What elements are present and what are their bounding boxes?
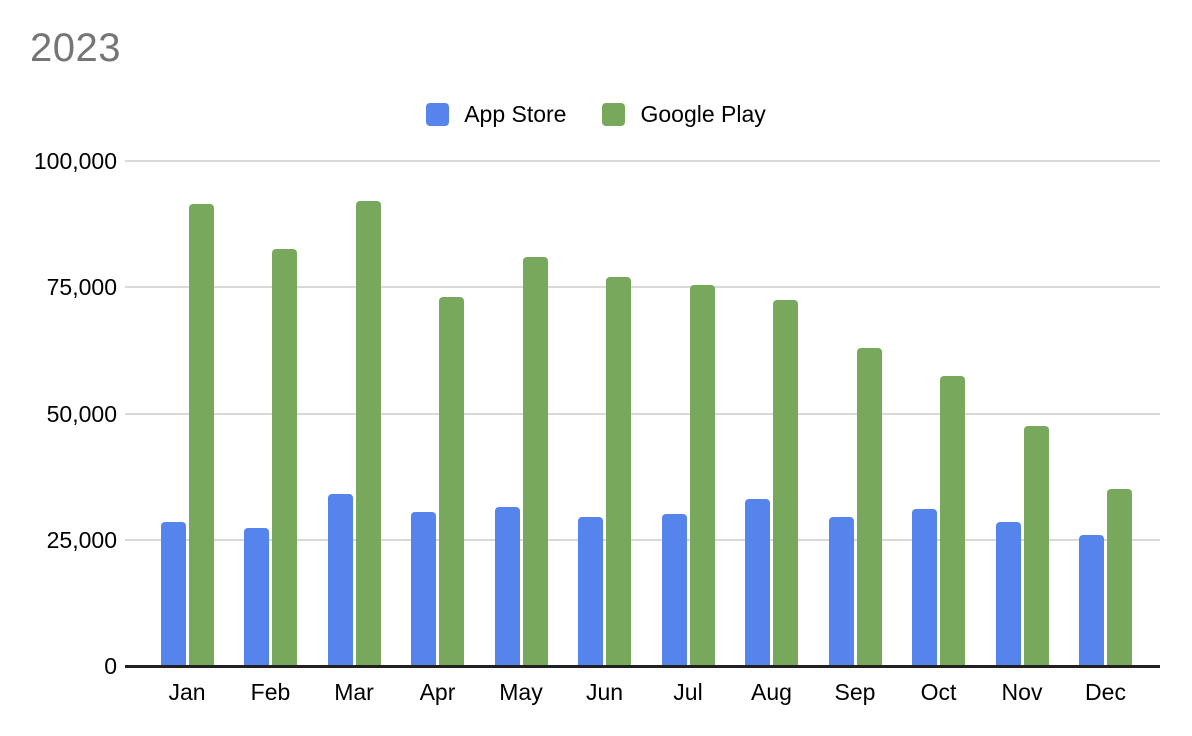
legend-label-app-store: App Store — [464, 101, 567, 127]
gridline-100000 — [125, 160, 1160, 162]
legend-label-google-play: Google Play — [640, 101, 766, 127]
gridline-25000 — [125, 538, 1160, 541]
bar-google-play-jul — [689, 285, 715, 666]
bar-app-store-oct — [912, 509, 937, 666]
bar-google-play-nov — [1023, 426, 1049, 666]
bar-google-play-aug — [773, 300, 798, 666]
x-tick-jul: Jul — [673, 679, 703, 705]
bar-app-store-nov — [995, 522, 1021, 666]
y-tick-100000: 100,000 — [33, 148, 117, 174]
y-tick-25000: 25,000 — [46, 526, 117, 553]
bar-google-play-dec — [1107, 489, 1132, 666]
y-tick-50000: 50,000 — [46, 400, 117, 427]
x-tick-aug: Aug — [751, 679, 792, 705]
bar-app-store-dec — [1079, 535, 1104, 666]
legend-item-app-store: App Store — [426, 101, 566, 128]
x-axis-line — [125, 665, 1160, 668]
x-tick-oct: Oct — [920, 679, 957, 705]
x-tick-dec: Dec — [1085, 679, 1126, 705]
x-tick-sep: Sep — [834, 679, 876, 705]
bar-app-store-jul — [661, 514, 687, 666]
legend: App Store Google Play — [0, 101, 1192, 128]
bar-google-play-jun — [606, 277, 631, 666]
x-tick-apr: Apr — [419, 679, 456, 705]
chart-title: 2023 — [30, 26, 121, 70]
x-tick-jun: Jun — [585, 679, 624, 705]
bar-google-play-mar — [355, 201, 381, 666]
bar-app-store-apr — [411, 512, 436, 666]
gridline-75000 — [125, 286, 1160, 289]
bar-app-store-aug — [745, 499, 770, 666]
bar-app-store-sep — [828, 517, 854, 666]
bar-google-play-apr — [439, 297, 464, 666]
y-tick-0: 0 — [104, 653, 117, 679]
bar-app-store-mar — [327, 494, 353, 666]
bar-app-store-jan — [160, 522, 186, 666]
x-tick-nov: Nov — [1001, 679, 1043, 705]
x-tick-may: May — [499, 679, 543, 705]
bar-app-store-may — [494, 507, 520, 666]
bar-google-play-jan — [188, 204, 214, 666]
gridline-50000 — [125, 412, 1160, 415]
bar-google-play-may — [522, 257, 548, 666]
x-tick-mar: Mar — [334, 679, 374, 705]
x-tick-jan: Jan — [168, 679, 206, 705]
bar-google-play-oct — [940, 376, 965, 666]
y-tick-75000: 75,000 — [46, 274, 117, 301]
legend-swatch-app-store — [426, 103, 450, 126]
bar-app-store-feb — [244, 528, 269, 666]
legend-item-google-play: Google Play — [602, 101, 766, 128]
bar-app-store-jun — [578, 517, 603, 666]
legend-swatch-google-play — [602, 103, 626, 126]
x-tick-feb: Feb — [250, 679, 291, 705]
bar-google-play-sep — [856, 348, 882, 666]
bar-google-play-feb — [272, 249, 297, 666]
